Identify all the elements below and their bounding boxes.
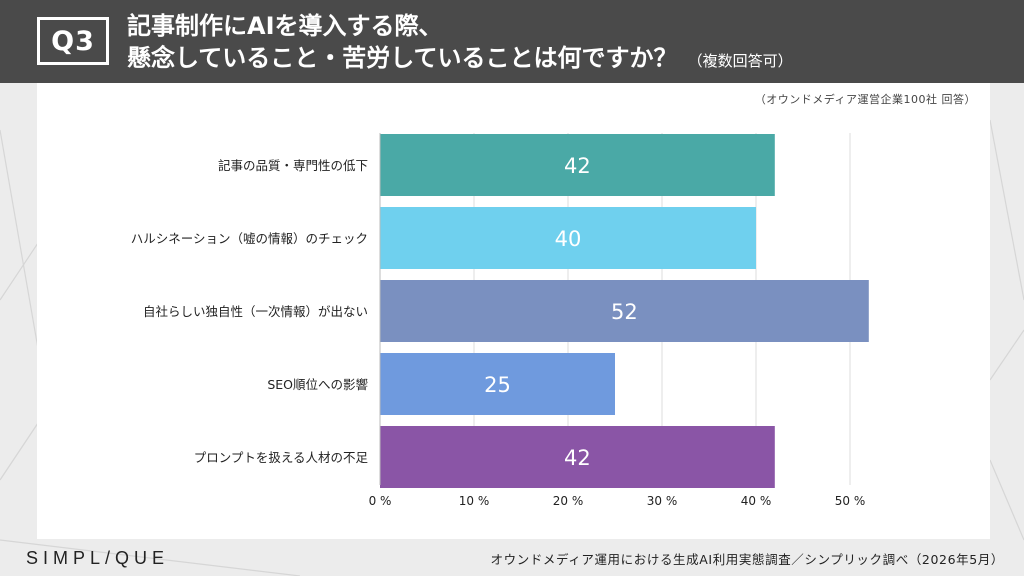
bar xyxy=(380,207,756,269)
category-label: ハルシネーション（嘘の情報）のチェック xyxy=(131,231,368,246)
x-tick-label: 50 % xyxy=(835,494,866,508)
category-label: 自社らしい独自性（一次情報）が出ない xyxy=(143,304,368,319)
category-label: SEO順位への影響 xyxy=(267,377,368,392)
source-note: オウンドメディア運用における生成AI利用実態調査／シンプリック調べ（2026年5… xyxy=(490,552,1004,567)
brand-logo: SIMPL/QUE xyxy=(26,548,170,568)
category-label: プロンプトを扱える人材の不足 xyxy=(194,450,369,465)
bar xyxy=(380,426,775,488)
chart-panel: （オウンドメディア運営企業100社 回答） 42 記事の品質・専門性の低下 40 ハル… xyxy=(37,83,990,539)
page-title: 記事制作にAIを導入する際、 懸念していること・苦労していることは何ですか？ （複… xyxy=(127,10,1007,77)
bar xyxy=(380,134,775,196)
multiple-answer-note: （複数回答可） xyxy=(687,52,793,70)
data-label: 42 xyxy=(564,446,591,470)
x-tick-label: 30 % xyxy=(647,494,678,508)
data-label: 40 xyxy=(555,227,582,251)
title-line-1: 記事制作にAIを導入する際、 xyxy=(127,12,443,40)
bar xyxy=(380,353,615,415)
title-line-2: 懸念していること・苦労していることは何ですか？ （複数回答可） xyxy=(127,42,1007,77)
data-label: 52 xyxy=(611,300,638,324)
question-badge: Q3 xyxy=(37,17,109,65)
data-label: 25 xyxy=(484,373,511,397)
respondents-note: （オウンドメディア運営企業100社 回答） xyxy=(754,93,976,106)
data-label: 42 xyxy=(564,154,591,178)
bar-chart: 42 記事の品質・専門性の低下 40 ハルシネーション（嘘の情報）のチェック 52 自社ら… xyxy=(131,133,869,508)
x-tick-label: 0 % xyxy=(369,494,392,508)
header-bar: Q3 記事制作にAIを導入する際、 懸念していること・苦労していることは何ですか… xyxy=(0,0,1024,83)
category-label: 記事の品質・専門性の低下 xyxy=(218,158,368,173)
x-tick-label: 10 % xyxy=(459,494,490,508)
bar xyxy=(380,280,869,342)
x-tick-label: 40 % xyxy=(741,494,772,508)
x-tick-label: 20 % xyxy=(553,494,584,508)
title-line-2-text: 懸念していること・苦労していることは何ですか？ xyxy=(127,44,678,72)
